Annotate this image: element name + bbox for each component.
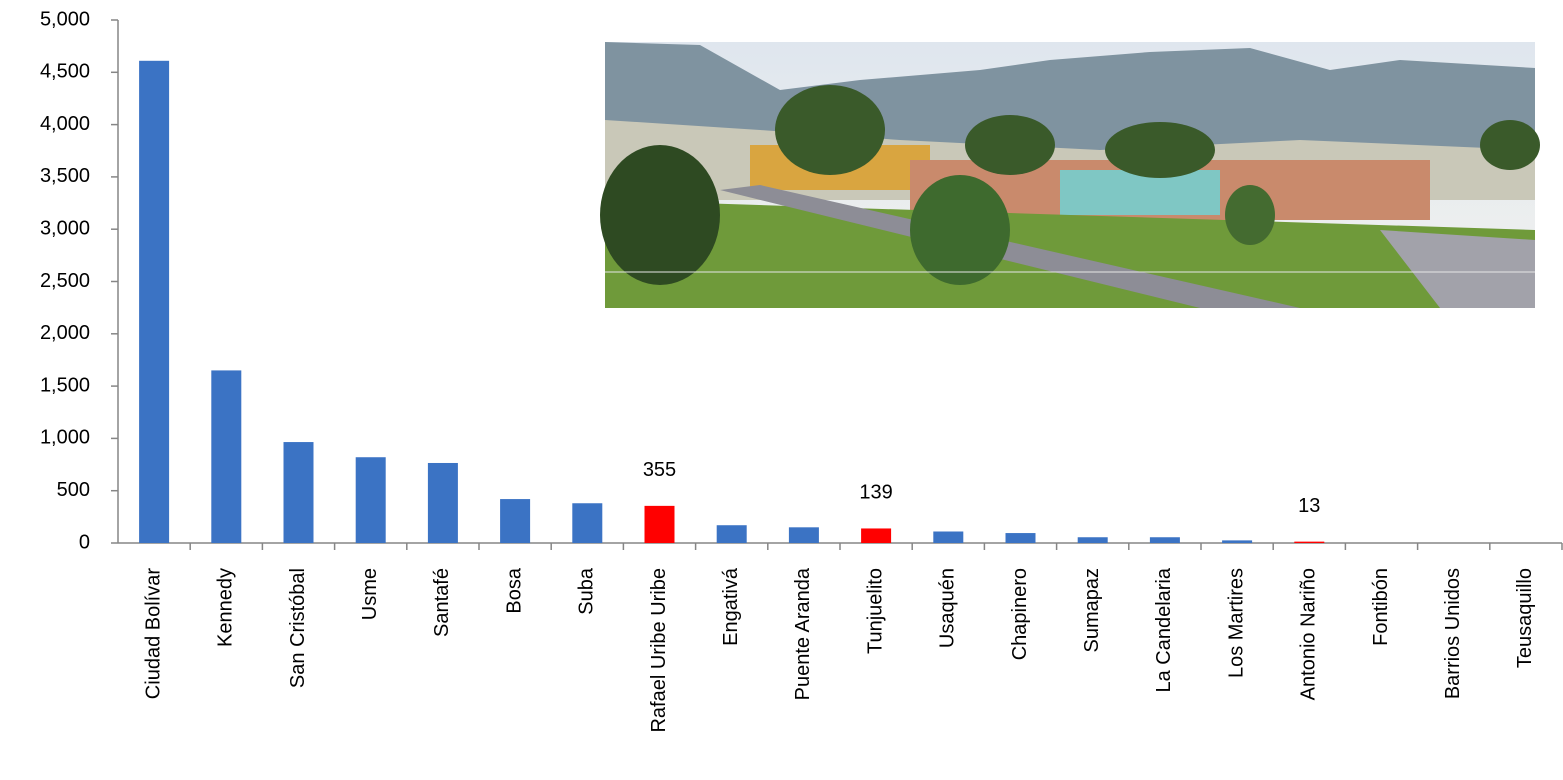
bar: [1222, 540, 1253, 543]
y-tick-label: 0: [79, 531, 90, 553]
bar: [355, 457, 386, 543]
bar: [427, 462, 458, 543]
bar: [1294, 541, 1325, 543]
x-tick-label: Barrios Unidos: [1442, 568, 1464, 699]
bar: [1005, 533, 1036, 543]
x-tick-label: Sumapaz: [1081, 568, 1103, 653]
x-tick-label: Teusaquillo: [1514, 568, 1536, 668]
x-tick-label: Los Martires: [1225, 568, 1247, 678]
bar: [716, 525, 747, 543]
bar: [861, 528, 892, 543]
x-tick-label: Rafael Uribe Uribe: [648, 568, 670, 733]
x-tick-label: Puente Aranda: [792, 567, 814, 700]
y-tick-label: 4,500: [40, 61, 90, 83]
x-tick-label: Fontibón: [1370, 568, 1392, 646]
x-tick-label: Santafé: [431, 568, 453, 637]
x-tick-label: Bosa: [503, 567, 525, 613]
value-label: 355: [643, 459, 676, 481]
x-tick-label: La Candelaria: [1153, 567, 1175, 692]
bar: [139, 60, 170, 543]
bar: [500, 499, 531, 543]
bar: [283, 442, 314, 543]
y-tick-label: 2,500: [40, 270, 90, 292]
bar: [211, 370, 242, 543]
y-tick-label: 2,000: [40, 322, 90, 344]
bar: [572, 503, 603, 543]
y-tick-label: 1,000: [40, 427, 90, 449]
bar: [1149, 537, 1180, 543]
value-label: 139: [859, 482, 892, 504]
y-tick-label: 3,000: [40, 217, 90, 239]
value-label: 13: [1298, 495, 1320, 517]
y-tick-label: 5,000: [40, 8, 90, 30]
bar: [788, 527, 819, 543]
y-tick-label: 3,500: [40, 165, 90, 187]
bar: [933, 531, 964, 543]
x-tick-label: Kennedy: [215, 568, 237, 647]
y-tick-label: 500: [57, 479, 90, 501]
bar: [644, 505, 675, 543]
bar: [1077, 537, 1108, 543]
y-tick-label: 4,000: [40, 113, 90, 135]
x-tick-label: Ciudad Bolívar: [142, 568, 164, 700]
photo: [600, 42, 1540, 308]
x-tick-label: Chapinero: [1009, 568, 1031, 660]
x-tick-label: San Cristóbal: [287, 568, 309, 688]
x-tick-label: Antonio Nariño: [1298, 568, 1320, 700]
x-tick-label: Suba: [576, 567, 598, 615]
y-tick-label: 1,500: [40, 374, 90, 396]
x-tick-label: Engativá: [720, 567, 742, 646]
x-tick-label: Usme: [359, 568, 381, 620]
x-tick-label: Tunjuelito: [864, 568, 886, 654]
x-tick-label: Usaquén: [937, 568, 959, 648]
